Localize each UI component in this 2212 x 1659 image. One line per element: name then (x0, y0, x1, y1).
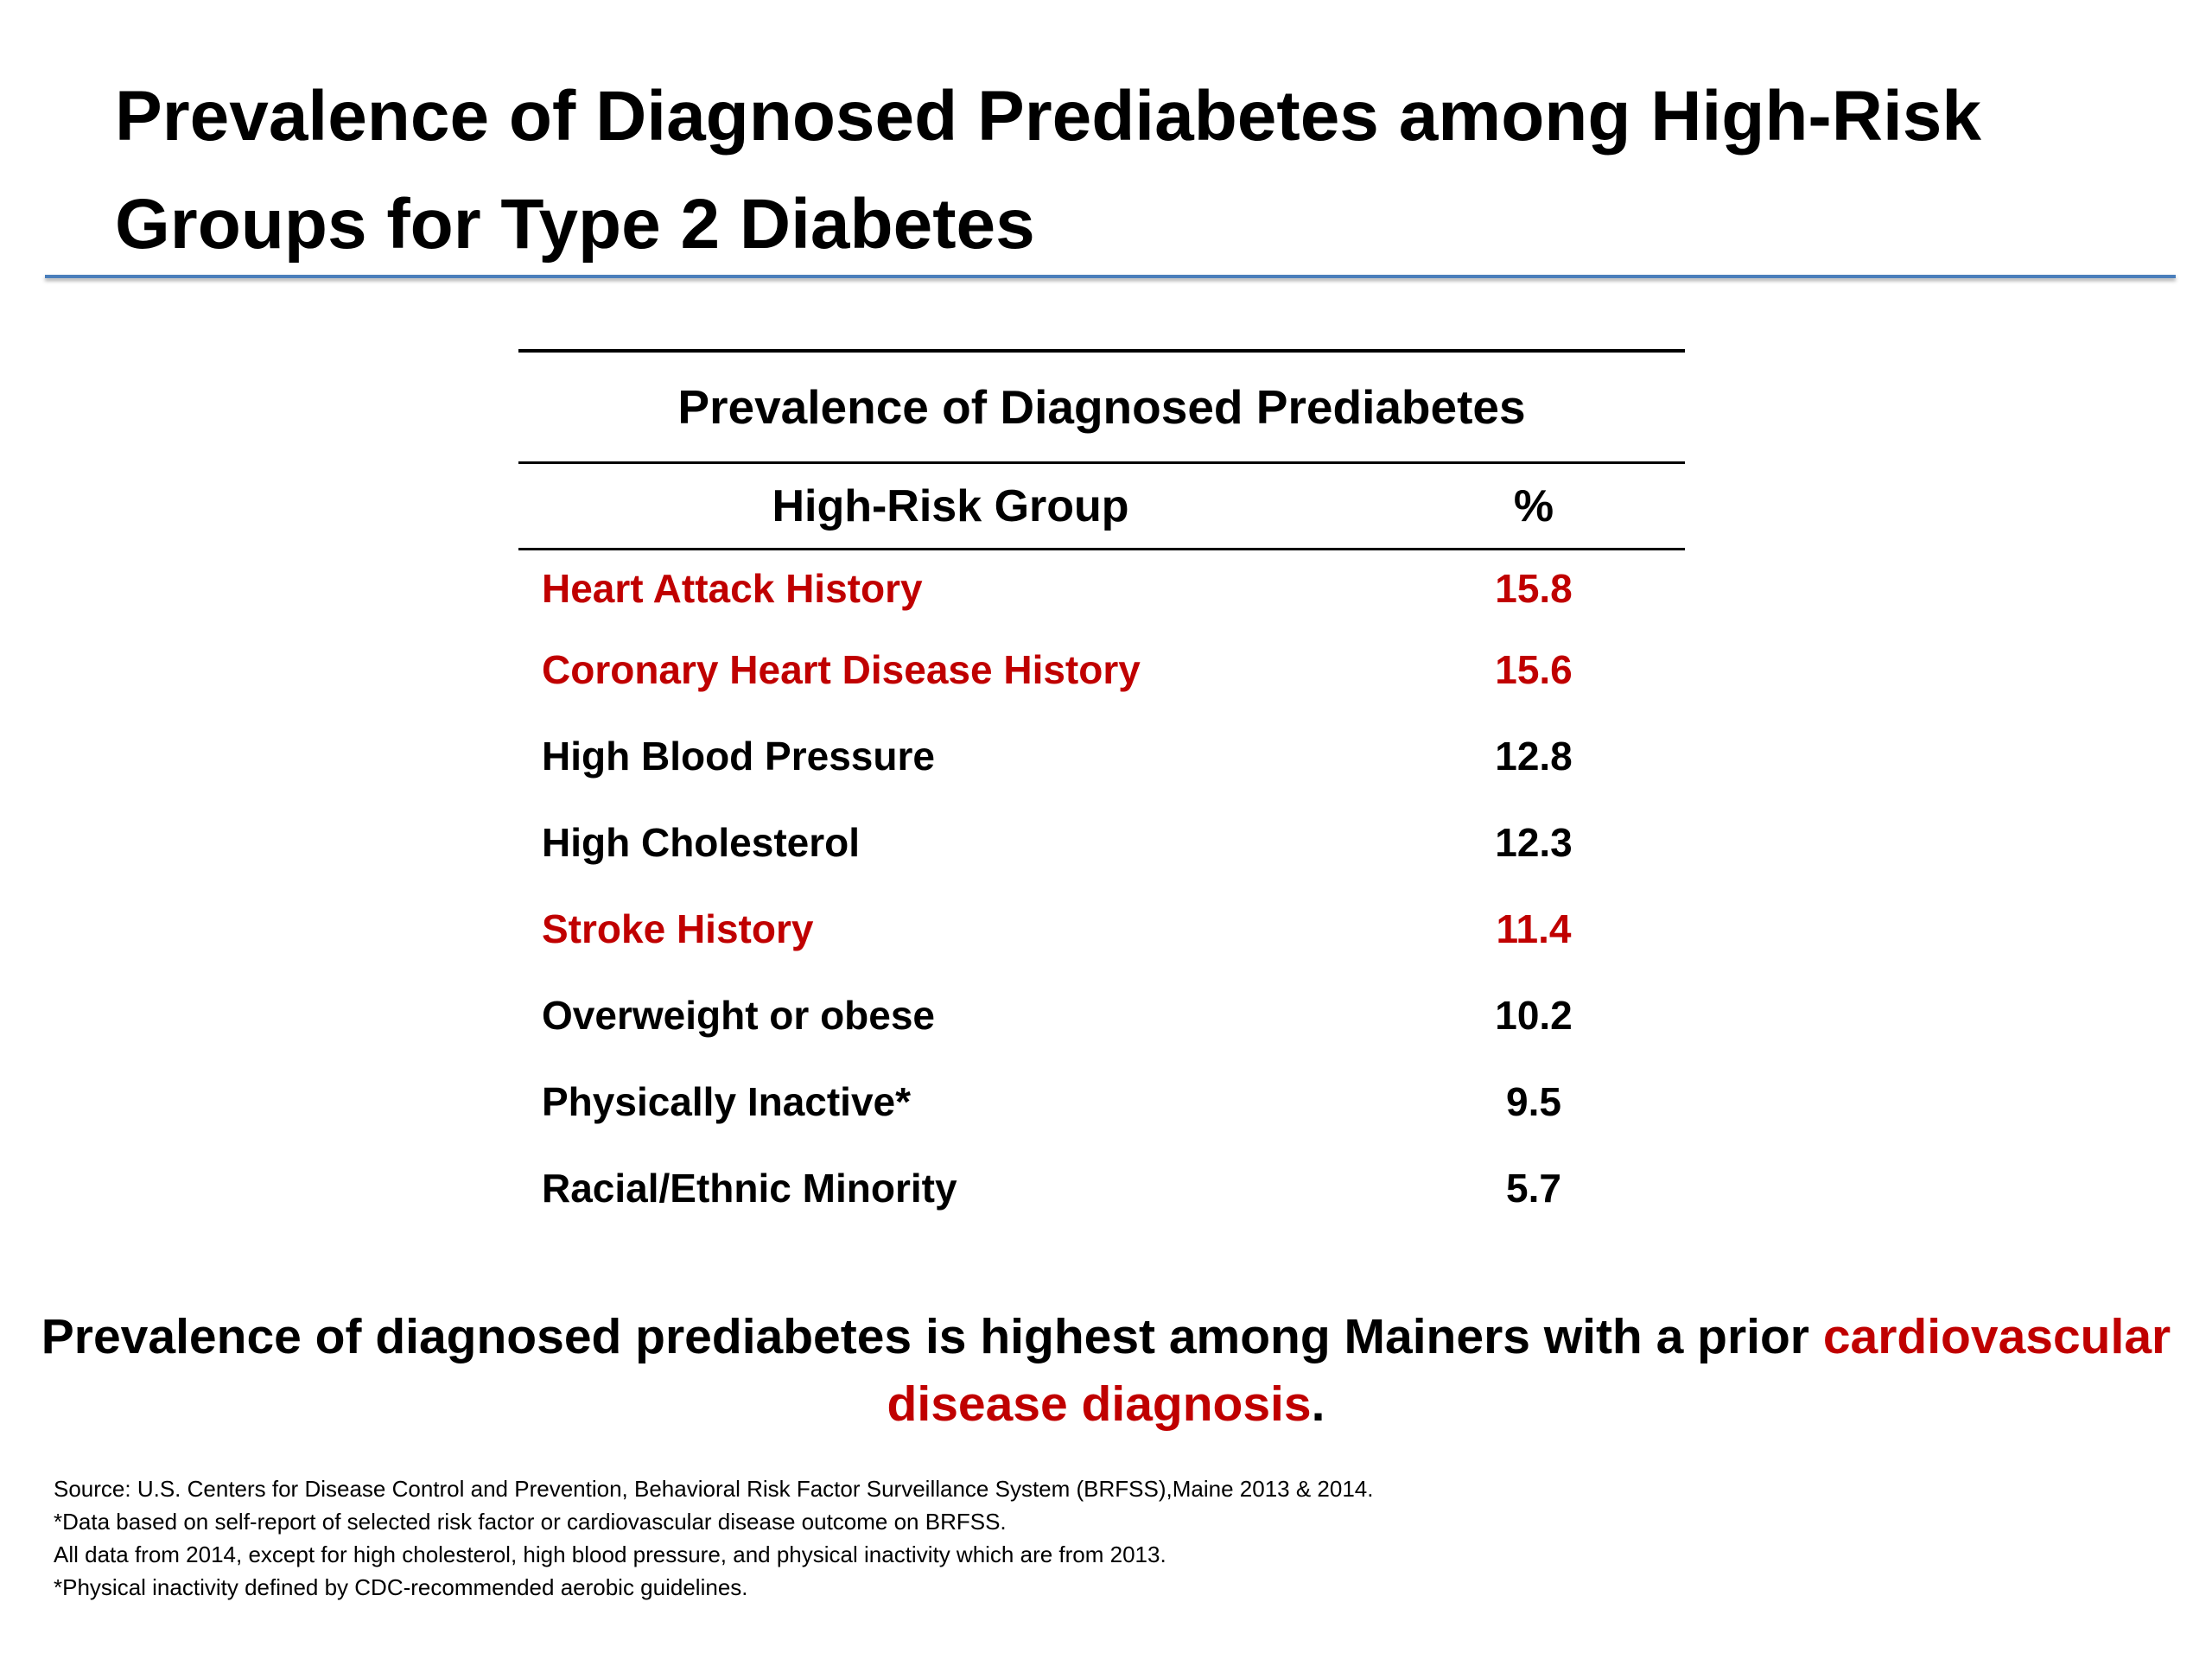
table-row: Heart Attack History 15.8 (518, 550, 1685, 627)
footnote-inactivity: *Physical inactivity defined by CDC-reco… (54, 1574, 748, 1600)
percent-cell: 10.2 (1495, 993, 1573, 1038)
table-row: Racial/Ethnic Minority 5.7 (518, 1145, 1685, 1231)
risk-group-cell: Stroke History (542, 906, 814, 951)
risk-group-cell: High Blood Pressure (542, 734, 935, 779)
table-row: Stroke History 11.4 (518, 886, 1685, 972)
table-header-row: High-Risk Group % (518, 464, 1685, 550)
slide-title: Prevalence of Diagnosed Prediabetes amon… (115, 77, 1981, 264)
table-row: High Cholesterol 12.3 (518, 799, 1685, 886)
takeaway-emphasis: cardiovascular disease diagnosis (887, 1309, 2171, 1432)
percent-cell: 12.8 (1495, 734, 1573, 779)
percent-cell: 9.5 (1506, 1079, 1561, 1124)
percent-cell: 15.8 (1495, 566, 1573, 611)
risk-group-cell: Physically Inactive* (542, 1079, 912, 1124)
risk-group-cell: Overweight or obese (542, 993, 936, 1038)
column-header-group: High-Risk Group (518, 464, 1382, 550)
footnote-self-report: *Data based on self-report of selected r… (54, 1509, 1007, 1535)
key-takeaway: Prevalence of diagnosed prediabetes is h… (35, 1303, 2177, 1438)
risk-group-cell: Heart Attack History (542, 566, 923, 611)
percent-cell: 5.7 (1506, 1166, 1561, 1211)
risk-group-cell: Coronary Heart Disease History (542, 647, 1141, 692)
table-caption: Prevalence of Diagnosed Prediabetes (518, 349, 1685, 464)
table-row: Overweight or obese 10.2 (518, 972, 1685, 1058)
footnote-data-years: All data from 2014, except for high chol… (54, 1541, 1166, 1567)
risk-group-cell: Racial/Ethnic Minority (542, 1166, 957, 1211)
title-divider (45, 275, 2176, 278)
takeaway-end: . (1311, 1376, 1325, 1432)
table-row: Coronary Heart Disease History 15.6 (518, 626, 1685, 713)
footnote-source: Source: U.S. Centers for Disease Control… (54, 1476, 1374, 1502)
footnotes: Source: U.S. Centers for Disease Control… (54, 1472, 2127, 1604)
risk-group-cell: High Cholesterol (542, 820, 861, 865)
percent-cell: 15.6 (1495, 647, 1573, 692)
percent-cell: 11.4 (1496, 906, 1572, 951)
table-row: Physically Inactive* 9.5 (518, 1058, 1685, 1145)
percent-cell: 12.3 (1495, 820, 1573, 865)
prevalence-table: Prevalence of Diagnosed Prediabetes High… (518, 349, 1685, 1231)
column-header-percent: % (1382, 464, 1685, 550)
table-row: High Blood Pressure 12.8 (518, 713, 1685, 799)
takeaway-text: Prevalence of diagnosed prediabetes is h… (41, 1309, 1823, 1364)
